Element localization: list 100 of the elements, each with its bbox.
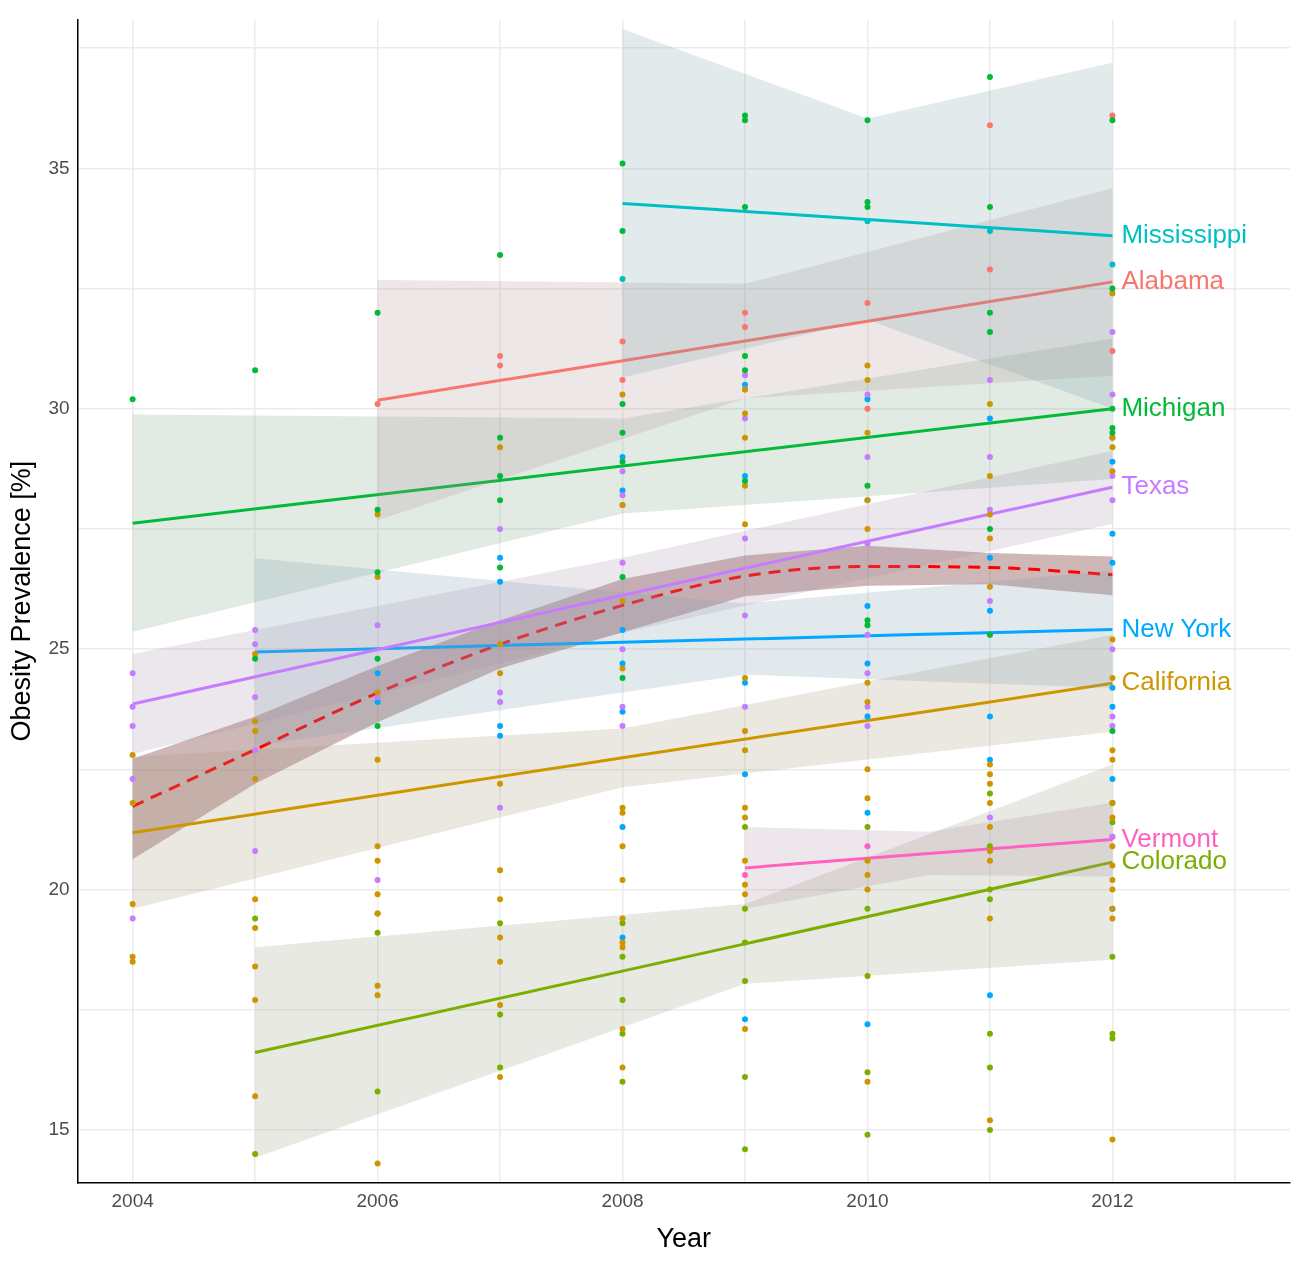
point xyxy=(129,703,136,710)
point xyxy=(619,723,626,730)
point xyxy=(986,74,993,81)
point xyxy=(1109,429,1116,436)
point xyxy=(864,713,871,720)
point xyxy=(742,1016,748,1023)
point xyxy=(986,1030,993,1037)
point xyxy=(864,218,871,225)
point xyxy=(864,203,871,210)
point xyxy=(1109,391,1116,398)
point xyxy=(864,843,871,850)
point xyxy=(742,612,748,619)
point xyxy=(986,790,993,797)
point xyxy=(986,1126,993,1133)
point xyxy=(497,1064,504,1071)
point xyxy=(986,896,993,903)
point xyxy=(1109,348,1116,355)
x-axis-title: Year xyxy=(656,1223,712,1254)
point xyxy=(742,939,748,946)
y-tick-label: 35 xyxy=(48,156,70,178)
point xyxy=(497,804,504,811)
point xyxy=(619,401,626,407)
point xyxy=(497,689,504,696)
point xyxy=(619,703,626,710)
point xyxy=(497,723,504,730)
point xyxy=(374,569,381,576)
point xyxy=(864,660,871,667)
point xyxy=(619,997,626,1004)
point xyxy=(252,367,259,374)
point xyxy=(864,1069,871,1076)
y-axis-title: Obesity Prevalence [%] xyxy=(5,460,36,742)
point xyxy=(1109,530,1116,537)
point xyxy=(252,694,259,701)
point xyxy=(619,276,626,282)
point xyxy=(619,227,626,234)
point xyxy=(742,203,748,210)
point xyxy=(374,622,381,629)
point xyxy=(986,554,993,561)
point xyxy=(619,646,626,653)
point xyxy=(374,876,381,883)
point xyxy=(1109,1030,1116,1037)
point xyxy=(129,723,136,730)
point xyxy=(252,747,259,754)
point xyxy=(497,473,504,480)
point xyxy=(1109,328,1116,335)
point xyxy=(497,362,504,369)
point xyxy=(742,771,748,778)
point xyxy=(986,886,993,893)
point xyxy=(742,477,748,484)
point xyxy=(864,905,871,912)
point xyxy=(986,814,993,821)
point xyxy=(986,453,993,460)
point xyxy=(864,482,871,489)
point xyxy=(374,506,381,513)
point xyxy=(619,468,626,475)
point xyxy=(1109,405,1116,412)
point xyxy=(1109,117,1116,124)
point xyxy=(497,525,504,532)
point xyxy=(864,300,871,307)
point xyxy=(864,602,871,609)
point xyxy=(619,626,626,633)
series-label: New York xyxy=(1121,612,1233,643)
point xyxy=(864,824,871,831)
point xyxy=(1109,458,1116,465)
point xyxy=(497,497,504,504)
y-tick-label: 25 xyxy=(48,637,70,659)
point xyxy=(742,352,748,359)
point xyxy=(619,429,626,436)
series-label: California xyxy=(1121,666,1232,697)
point xyxy=(497,732,504,739)
point xyxy=(1109,646,1116,653)
point xyxy=(497,699,504,706)
point xyxy=(742,977,748,984)
point xyxy=(497,251,504,258)
x-tick-label: 2006 xyxy=(356,1190,399,1212)
x-tick-label: 2012 xyxy=(1091,1190,1134,1212)
point xyxy=(619,675,626,682)
point xyxy=(986,122,993,129)
point xyxy=(1109,473,1116,480)
point xyxy=(742,535,748,542)
point xyxy=(742,367,748,374)
point xyxy=(374,670,381,677)
point xyxy=(986,415,993,422)
point xyxy=(742,703,748,710)
point xyxy=(986,309,993,316)
point xyxy=(1109,819,1116,826)
point xyxy=(619,559,626,566)
point xyxy=(1109,953,1116,960)
y-tick-label: 15 xyxy=(48,1118,70,1140)
point xyxy=(986,376,993,383)
point xyxy=(742,905,748,912)
x-tick-label: 2004 xyxy=(111,1190,155,1212)
point xyxy=(742,381,748,388)
point xyxy=(619,574,626,581)
point xyxy=(864,617,871,624)
point xyxy=(497,554,504,561)
point xyxy=(129,775,136,782)
point xyxy=(129,915,136,922)
point xyxy=(619,1078,626,1085)
point xyxy=(864,723,871,730)
